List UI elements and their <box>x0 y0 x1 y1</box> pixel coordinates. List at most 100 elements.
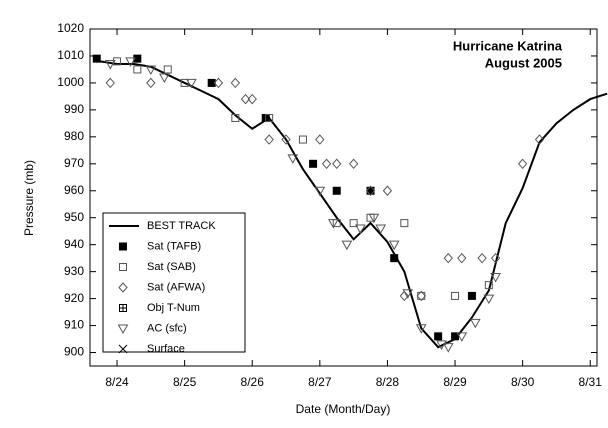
point <box>321 158 332 170</box>
point <box>328 219 339 229</box>
legend-marker <box>117 324 129 335</box>
x-tick-label: 8/27 <box>308 375 332 389</box>
x-tick-label: 8/25 <box>173 375 197 389</box>
legend-label: Sat (AFWA) <box>147 281 205 293</box>
point <box>451 291 460 300</box>
point <box>477 252 487 264</box>
y-tick-label: 980 <box>64 129 84 143</box>
x-tick-label: 8/28 <box>376 375 400 389</box>
y-tick-label: 1020 <box>57 21 84 35</box>
point <box>348 158 359 170</box>
point <box>443 252 453 264</box>
point <box>264 134 274 145</box>
best-track-line <box>99 60 608 349</box>
x-tick-label: 8/31 <box>579 375 603 389</box>
point <box>180 78 189 87</box>
point <box>309 159 318 168</box>
legend-marker <box>118 344 128 354</box>
point <box>490 273 501 283</box>
legend-label: Obj T-Num <box>147 302 200 314</box>
point <box>104 60 116 70</box>
x-tick-label: 8/26 <box>241 375 265 389</box>
point <box>281 134 291 145</box>
point <box>315 134 325 145</box>
point <box>442 343 454 353</box>
y-tick-label: 1010 <box>57 48 84 62</box>
y-tick-label: 930 <box>64 264 84 278</box>
point <box>355 224 366 235</box>
point <box>388 240 400 251</box>
point <box>416 290 426 302</box>
y-tick-label: 910 <box>64 318 84 332</box>
legend-label: Sat (SAB) <box>147 261 196 273</box>
point <box>186 78 197 89</box>
point <box>213 77 224 89</box>
legend-marker <box>118 282 128 293</box>
point <box>415 324 427 334</box>
point <box>341 240 353 251</box>
y-tick-label: 1000 <box>57 75 84 89</box>
point <box>332 158 342 170</box>
legend-marker <box>119 263 127 271</box>
point <box>298 135 307 144</box>
point <box>399 290 410 302</box>
y-tick-label: 920 <box>64 291 84 305</box>
legend-box <box>102 212 246 353</box>
point <box>231 113 240 122</box>
point <box>534 134 545 145</box>
point <box>400 219 409 228</box>
point <box>365 185 376 197</box>
point <box>434 332 443 341</box>
point <box>349 219 358 228</box>
point <box>240 93 251 105</box>
y-tick-label: 970 <box>64 156 84 170</box>
point <box>163 65 172 74</box>
point <box>113 57 122 66</box>
point <box>125 57 136 67</box>
point <box>133 65 142 74</box>
x-axis-label: Date (Month/Day) <box>296 402 391 416</box>
point <box>382 185 393 197</box>
point <box>457 252 467 264</box>
y-tick-label: 940 <box>64 237 84 251</box>
x-tick-label: 8/29 <box>443 375 467 389</box>
point <box>436 340 447 350</box>
annotation: August 2005 <box>485 55 562 70</box>
y-axis-label: Pressure (mb) <box>22 160 36 236</box>
point <box>402 289 414 299</box>
point <box>314 186 326 197</box>
point <box>133 54 142 63</box>
legend-label: Sat (TAFB) <box>147 240 201 252</box>
point <box>490 252 501 264</box>
legend-marker <box>119 242 127 251</box>
legend-marker <box>119 304 127 312</box>
y-tick-label: 960 <box>64 183 84 197</box>
point <box>484 281 493 290</box>
point <box>451 332 460 341</box>
y-tick-label: 950 <box>64 210 84 224</box>
legend-label: BEST TRACK <box>147 220 216 232</box>
legend-label: AC (sfc) <box>147 322 187 334</box>
y-tick-label: 900 <box>64 345 84 359</box>
x-tick-label: 8/24 <box>105 375 129 389</box>
y-tick-label: 990 <box>64 102 84 116</box>
point <box>145 65 157 75</box>
point <box>332 186 341 195</box>
point <box>287 154 299 164</box>
point <box>159 73 170 84</box>
point <box>92 54 101 63</box>
point <box>467 291 476 300</box>
point <box>368 213 380 224</box>
point <box>375 224 387 235</box>
legend-label: Surface <box>147 343 185 355</box>
point <box>517 158 528 170</box>
x-tick-label: 8/30 <box>511 375 535 389</box>
point <box>230 77 241 89</box>
point <box>483 294 495 305</box>
point <box>207 78 216 87</box>
point <box>265 113 274 122</box>
plot-frame <box>89 28 598 367</box>
point <box>390 254 399 263</box>
point <box>247 93 257 105</box>
